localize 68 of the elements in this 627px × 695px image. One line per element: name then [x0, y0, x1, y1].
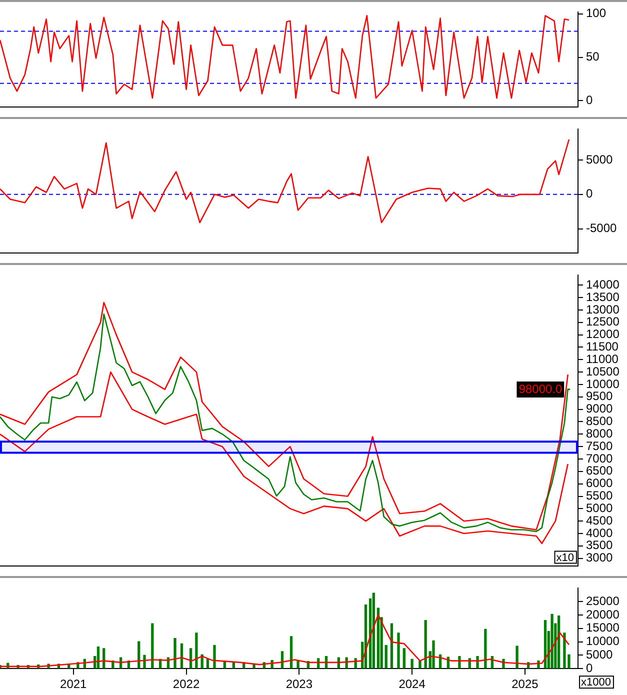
- bar: [384, 644, 388, 668]
- y-tick-label: 10500: [586, 364, 620, 378]
- y-tick-label: 10000: [586, 376, 620, 391]
- y-tick-label: 13000: [586, 302, 620, 316]
- y-tick-label: 8500: [586, 414, 614, 428]
- x-tick-label: 2024: [398, 677, 426, 692]
- y-tick-label: 9500: [586, 389, 614, 404]
- y-tick-label: 6000: [586, 476, 614, 490]
- bar: [138, 641, 140, 668]
- y-tick-label: 3500: [586, 538, 614, 552]
- y-tick-label: 10000: [586, 634, 620, 648]
- y-tick-label: 11500: [586, 340, 619, 354]
- annotation: 98000.0: [518, 382, 562, 396]
- x-tick-label: 2023: [286, 677, 313, 692]
- y-tick-label: 4500: [586, 513, 614, 528]
- y-tick-label: 3000: [586, 550, 614, 565]
- bar: [550, 614, 554, 668]
- y-tick-label: 0: [586, 93, 593, 108]
- bar: [213, 644, 216, 668]
- y-tick-label: 25000: [586, 594, 620, 608]
- bar: [397, 632, 400, 668]
- bar: [516, 646, 518, 668]
- bar: [372, 592, 375, 668]
- y-tick-label: 5000: [586, 500, 614, 515]
- y-tick-label: 12500: [586, 314, 620, 329]
- y-tick-label: 0: [586, 186, 593, 201]
- bar: [484, 628, 487, 668]
- y-tick-label: 14000: [586, 277, 620, 292]
- text: x1000: [581, 676, 611, 689]
- bar: [418, 660, 422, 668]
- bar: [376, 608, 380, 668]
- y-tick-label: 9000: [586, 402, 614, 416]
- y-tick-label: 20000: [586, 607, 620, 622]
- bar: [232, 662, 236, 668]
- bar: [143, 654, 146, 668]
- x-tick-label: 2022: [172, 677, 200, 692]
- x-tick-label: 2021: [60, 677, 88, 692]
- y-tick-label: 13500: [586, 290, 620, 304]
- y-tick-label: 0: [586, 660, 593, 675]
- bar: [557, 615, 560, 668]
- y-tick-label: 7000: [586, 451, 614, 466]
- x-tick-label: 2025: [512, 677, 539, 692]
- bar: [296, 660, 300, 668]
- bar: [206, 658, 210, 668]
- y-tick-label: 50: [586, 50, 600, 64]
- bar: [390, 623, 394, 668]
- y-tick-label: 5000: [586, 648, 614, 662]
- y-tick-label: 12000: [586, 327, 620, 342]
- bar: [402, 648, 406, 668]
- y-tick-label: 15000: [586, 620, 620, 635]
- y-tick-label: 8000: [586, 426, 614, 440]
- y-tick-label: 4000: [586, 526, 614, 540]
- y-tick-label: 7500: [586, 438, 614, 453]
- bar: [151, 623, 154, 668]
- y-tick-label: 6500: [586, 464, 614, 478]
- y-tick-label: 11000: [586, 352, 619, 366]
- bar: [195, 632, 198, 668]
- y-tick-label: 100: [586, 6, 606, 20]
- bar: [544, 620, 547, 668]
- annotation: x10: [556, 552, 574, 564]
- bar: [410, 658, 414, 668]
- bar: [174, 638, 176, 668]
- bar: [432, 640, 435, 668]
- y-tick-label: 5500: [586, 488, 614, 503]
- y-tick-label: -5000: [586, 221, 618, 236]
- bar: [290, 636, 293, 668]
- y-tick-label: 5000: [586, 152, 614, 166]
- bar: [424, 620, 427, 668]
